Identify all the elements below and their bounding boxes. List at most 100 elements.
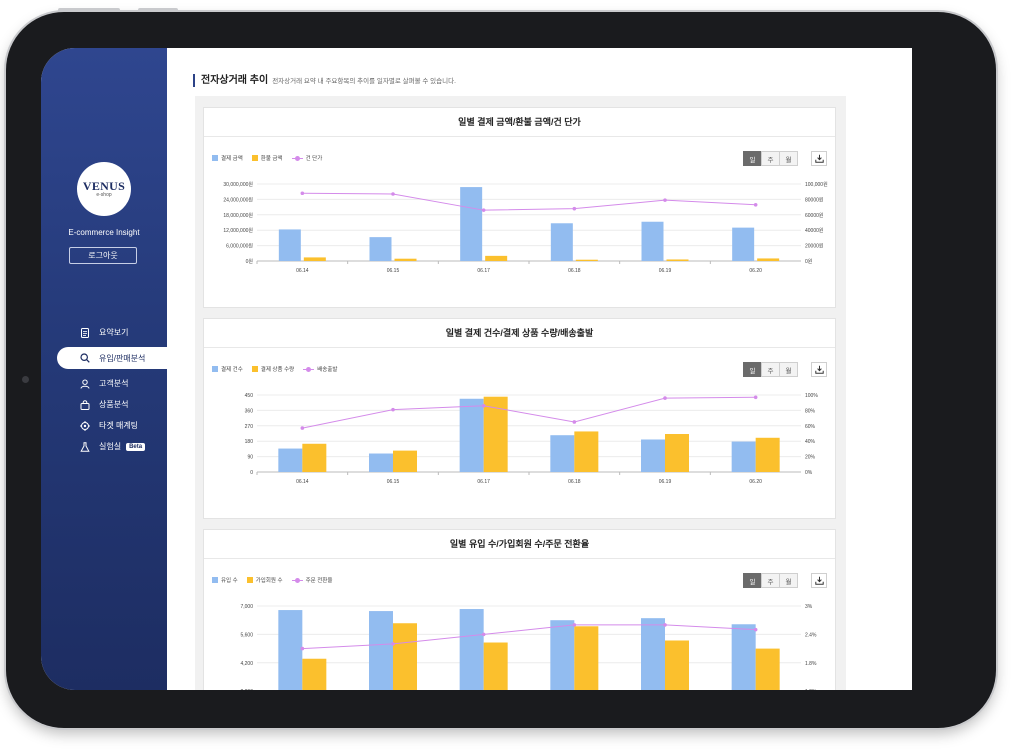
x-tick-label: 06.20 — [749, 479, 762, 485]
bar-primary[interactable] — [459, 398, 484, 472]
bar-primary[interactable] — [641, 439, 665, 472]
bar-secondary[interactable] — [485, 255, 508, 261]
sidebar-item-0[interactable]: 요약보기 — [41, 322, 167, 343]
bar-secondary[interactable] — [483, 642, 508, 690]
legend-item[interactable]: 결제 건수 — [212, 365, 243, 373]
tab-period-0[interactable]: 일 — [743, 151, 762, 166]
tab-period-2[interactable]: 월 — [779, 362, 798, 377]
sidebar-item-3[interactable]: 상품분석 — [41, 394, 167, 415]
bar-primary[interactable] — [550, 435, 575, 472]
line-point[interactable] — [481, 208, 486, 212]
line-point[interactable] — [663, 198, 667, 202]
line-point[interactable] — [481, 632, 486, 637]
chart-panel-1: 일별 결제 건수/결제 상품 수량/배송출발 결제 건수 결제 상품 수량 배송출발 일… — [203, 318, 836, 519]
line-point[interactable] — [481, 403, 486, 408]
y2-tick-label: 1.2% — [805, 689, 817, 690]
tab-period-2[interactable]: 월 — [779, 573, 798, 588]
bar-secondary[interactable] — [302, 443, 327, 472]
line-point[interactable] — [391, 642, 395, 646]
bar-primary[interactable] — [641, 618, 665, 690]
line-point[interactable] — [572, 623, 577, 627]
y-tick-label: 0원 — [246, 258, 254, 265]
legend-item[interactable]: 배송출발 — [303, 365, 337, 373]
sidebar-item-1[interactable]: 유입/판매분석 — [57, 347, 167, 369]
bar-secondary[interactable] — [394, 258, 417, 261]
logo[interactable]: VENUS e-shop — [77, 162, 131, 216]
y2-tick-label: 100% — [805, 393, 818, 399]
bar-primary[interactable] — [369, 237, 392, 261]
legend-item[interactable]: 결제 상품 수량 — [251, 365, 294, 373]
bar-secondary[interactable] — [303, 257, 326, 261]
y2-tick-label: 40000원 — [805, 227, 824, 234]
bar-primary[interactable] — [278, 229, 301, 261]
bar-primary[interactable] — [732, 227, 755, 261]
download-icon[interactable] — [811, 151, 827, 166]
sidebar-item-2[interactable]: 고객분석 — [41, 373, 167, 394]
line-point[interactable] — [391, 192, 395, 196]
line-point[interactable] — [572, 206, 577, 211]
bar-secondary[interactable] — [665, 640, 689, 690]
tab-period-2[interactable]: 월 — [779, 151, 798, 166]
bar-primary[interactable] — [369, 611, 393, 690]
chart-title: 일별 유입 수/가입회원 수/주문 전환율 — [204, 530, 835, 559]
bar-primary[interactable] — [460, 187, 483, 261]
bar-secondary[interactable] — [302, 658, 327, 690]
line-point[interactable] — [572, 420, 577, 424]
line-point[interactable] — [300, 191, 305, 196]
logo-text: VENUS — [82, 178, 126, 193]
sidebar-item-5[interactable]: 실험실 Beta — [41, 436, 167, 457]
bar-primary[interactable] — [550, 223, 573, 261]
line-point[interactable] — [753, 202, 758, 207]
legend-swatch — [291, 155, 303, 161]
bar-primary[interactable] — [641, 221, 664, 261]
x-tick-label: 06.18 — [568, 268, 581, 274]
line-point[interactable] — [753, 395, 758, 400]
bar-primary[interactable] — [459, 609, 484, 690]
bar-secondary[interactable] — [755, 648, 780, 690]
bar-primary[interactable] — [278, 448, 303, 472]
bar-secondary[interactable] — [755, 437, 780, 472]
sidebar-item-4[interactable]: 타겟 매계팅 — [41, 415, 167, 436]
bar-secondary[interactable] — [574, 626, 599, 690]
tab-period-0[interactable]: 일 — [743, 573, 762, 588]
download-icon[interactable] — [811, 573, 827, 588]
bar-secondary[interactable] — [757, 258, 780, 261]
bar-secondary[interactable] — [574, 431, 599, 472]
legend-item[interactable]: 건 단가 — [291, 154, 323, 162]
bar-primary[interactable] — [731, 624, 756, 690]
legend-item[interactable]: 환불 금액 — [251, 154, 283, 162]
tab-period-0[interactable]: 일 — [743, 362, 762, 377]
bar-primary[interactable] — [278, 610, 303, 690]
bar-primary[interactable] — [550, 620, 575, 690]
bar-secondary[interactable] — [393, 450, 417, 472]
bar-secondary[interactable] — [665, 434, 689, 472]
download-icon[interactable] — [811, 362, 827, 377]
logout-button[interactable]: 로그아웃 — [69, 247, 137, 264]
bar-primary[interactable] — [369, 453, 393, 472]
bar-secondary[interactable] — [575, 259, 598, 261]
bar-secondary[interactable] — [666, 259, 689, 261]
bar-secondary[interactable] — [393, 623, 417, 690]
legend-item[interactable]: 유입 수 — [212, 576, 238, 584]
line-point[interactable] — [300, 426, 305, 430]
y-tick-label: 5,600 — [240, 632, 253, 638]
tab-period-1[interactable]: 주 — [761, 362, 780, 377]
x-tick-label: 06.15 — [387, 479, 400, 485]
page-description: 전자상거래 요약 내 주요항목의 추이를 일자별로 살펴볼 수 있습니다. — [272, 78, 456, 85]
sidebar-item-label: 타겟 매계팅 — [99, 421, 139, 430]
bar-primary[interactable] — [731, 441, 756, 472]
line-point[interactable] — [300, 646, 305, 651]
line-point[interactable] — [663, 396, 667, 400]
tab-period-1[interactable]: 주 — [761, 573, 780, 588]
y-tick-label: 270 — [245, 424, 254, 430]
line-point[interactable] — [663, 623, 667, 627]
legend-item[interactable]: 주문 전환율 — [291, 576, 332, 584]
legend-item[interactable]: 가입회원 수 — [246, 576, 283, 584]
tab-period-1[interactable]: 주 — [761, 151, 780, 166]
y-tick-label: 4,200 — [240, 661, 253, 667]
line-point[interactable] — [391, 407, 395, 412]
legend-label: 결제 금액 — [221, 156, 243, 162]
line-point[interactable] — [753, 627, 758, 632]
legend-item[interactable]: 결제 금액 — [212, 154, 243, 162]
legend-label: 건 단가 — [305, 156, 323, 162]
